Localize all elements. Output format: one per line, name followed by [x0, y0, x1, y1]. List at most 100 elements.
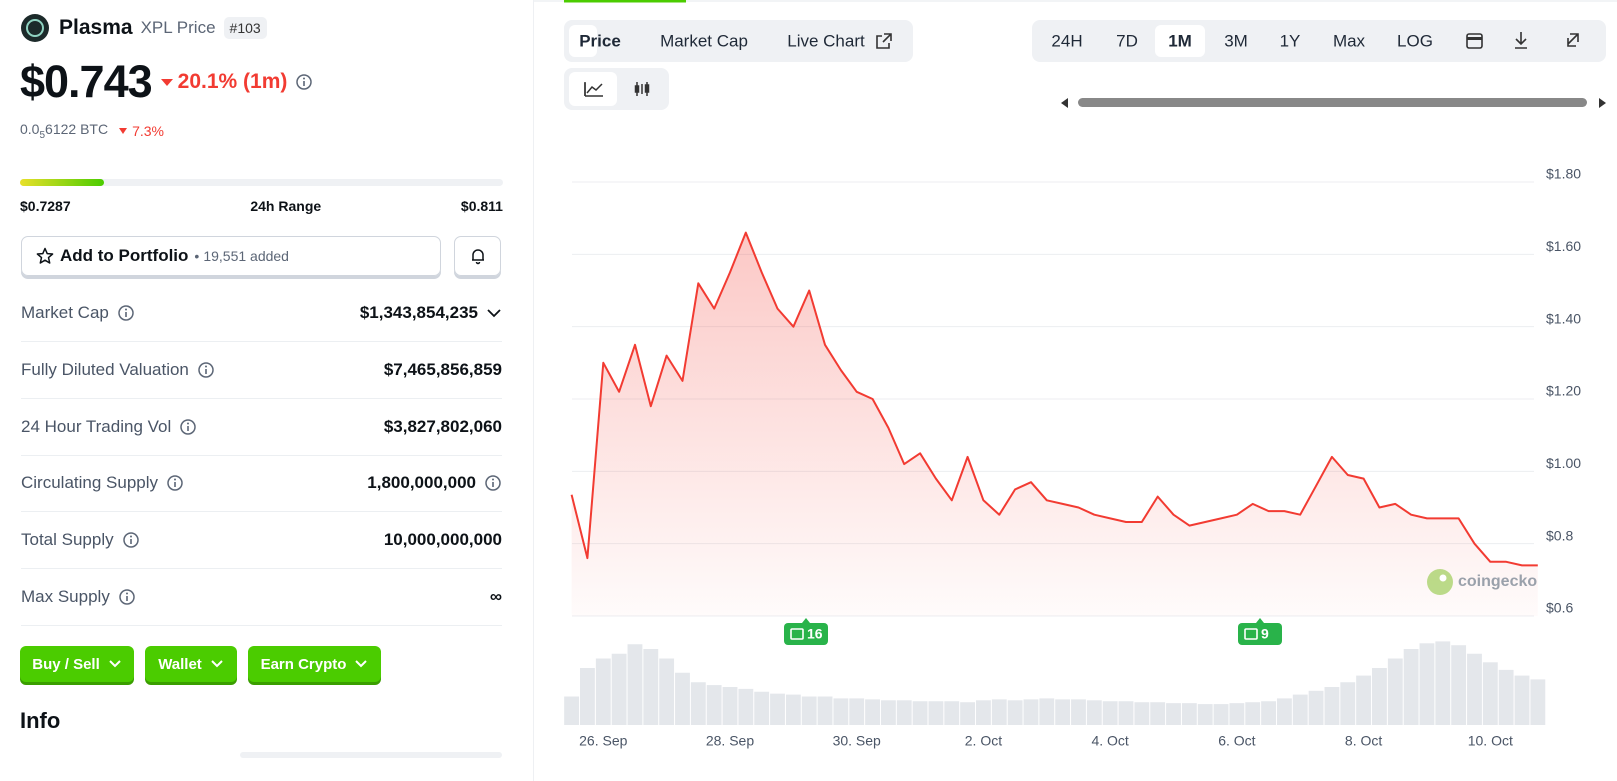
volume-bar [1356, 675, 1372, 725]
volume-bar [1118, 701, 1134, 725]
scrollbar-thumb[interactable] [1078, 98, 1587, 107]
range-button[interactable]: 1Y [1280, 31, 1301, 50]
y-tick-label: $0.6 [1546, 600, 1573, 616]
action-button[interactable]: Buy / Sell [20, 646, 134, 682]
volume-bar [1308, 690, 1324, 725]
btc-row: 0.056122 BTC 7.3% [20, 121, 164, 141]
stat-row: Circulating Supply 1,800,000,000 [21, 455, 502, 513]
range-button[interactable]: 24H [1051, 31, 1082, 50]
info-icon[interactable] [166, 474, 184, 492]
chart-tab[interactable]: Price [579, 31, 621, 50]
stat-value-text: $3,827,802,060 [383, 416, 502, 436]
stat-label-text: Market Cap [21, 303, 109, 322]
tab-group [564, 20, 913, 62]
volume-bar [1530, 679, 1546, 725]
expand-icon[interactable] [1567, 33, 1579, 47]
info-icon[interactable] [295, 73, 313, 91]
info-icon[interactable] [118, 588, 136, 606]
x-tick-label: 6. Oct [1218, 733, 1255, 749]
price-area [571, 232, 1538, 616]
range-button[interactable]: 3M [1224, 31, 1248, 50]
line-style-button[interactable] [569, 72, 617, 106]
dropdown-chevron[interactable] [486, 305, 502, 321]
calendar-icon[interactable] [1466, 33, 1483, 49]
volume-bar [991, 699, 1007, 725]
volume-bar [690, 682, 706, 725]
download-icon[interactable] [1515, 32, 1527, 49]
action-button[interactable]: Wallet [145, 646, 237, 682]
info-icon[interactable] [179, 418, 197, 436]
range-button[interactable]: LOG [1397, 31, 1433, 50]
volume-bar [595, 658, 611, 725]
volume-bar [1181, 703, 1197, 725]
volume-bar [1387, 658, 1403, 725]
volume-bar [896, 700, 912, 725]
volume-bar [1451, 645, 1467, 725]
info-icon[interactable] [117, 304, 135, 322]
volume-bar [1134, 702, 1150, 725]
coin-rank: #103 [223, 17, 267, 39]
range-button[interactable]: Max [1333, 31, 1366, 50]
volume-bar [1372, 668, 1387, 725]
range-button[interactable]: 7D [1116, 31, 1138, 50]
btc-price: 0.056122 BTC [20, 121, 108, 141]
add-portfolio-button[interactable]: Add to Portfolio • 19,551 added [21, 236, 441, 276]
y-tick-label: $1.20 [1546, 383, 1581, 399]
range-fill [20, 179, 104, 186]
x-tick-label: 8. Oct [1345, 733, 1382, 749]
stat-value: 1,800,000,000 [367, 473, 502, 493]
volume-bar [849, 698, 865, 725]
info-icon[interactable] [122, 531, 140, 549]
active-underline [564, 0, 686, 3]
action-button[interactable]: Earn Crypto [248, 646, 381, 682]
stat-value-text: $7,465,856,859 [383, 359, 502, 379]
external-link-icon [876, 33, 892, 49]
stat-value: ∞ [490, 587, 502, 607]
y-tick-label: $1.80 [1546, 166, 1581, 182]
range-labels: $0.7287 24h Range $0.811 [20, 198, 503, 214]
volume-bar [754, 691, 770, 725]
volume-bar [1261, 701, 1276, 725]
volume-bar [801, 696, 817, 725]
range-track [20, 179, 503, 186]
volume-bar [833, 698, 849, 725]
stat-label: Total Supply [21, 530, 140, 550]
volume-bar [1150, 702, 1166, 725]
news-icon [790, 628, 804, 640]
chart-tab[interactable]: Market Cap [660, 31, 748, 50]
active-range-bg [1155, 25, 1205, 57]
volume-bar [1245, 702, 1261, 725]
volume-bar [1166, 703, 1181, 725]
volume-bar [611, 653, 627, 725]
volume-bar [1197, 704, 1213, 725]
volume-bar [928, 701, 944, 725]
news-count: 9 [1261, 626, 1269, 642]
separator-dot: • [194, 248, 200, 264]
range-button[interactable]: 1M [1168, 31, 1192, 50]
info-icon[interactable] [484, 474, 502, 492]
chart-tab[interactable]: Live Chart [787, 31, 865, 50]
stat-value: $1,343,854,235 [360, 303, 502, 323]
y-tick-label: $1.00 [1546, 455, 1581, 471]
volume-bar [1276, 698, 1292, 725]
stat-value-text: 1,800,000,000 [367, 473, 476, 493]
volume-bar [643, 649, 659, 725]
volume-bar [675, 672, 690, 725]
portfolio-label: Add to Portfolio [60, 246, 189, 265]
volume-bar [770, 693, 785, 725]
coin-header: Plasma XPL Price #103 [59, 14, 267, 42]
alert-button[interactable] [454, 236, 501, 276]
y-tick-label: $1.60 [1546, 238, 1581, 254]
volume-bar [580, 668, 595, 725]
volume-bar [564, 696, 580, 725]
stat-row: Total Supply 10,000,000,000 [21, 512, 502, 570]
scroll-left[interactable] [1061, 98, 1068, 108]
candle-icon[interactable] [634, 82, 650, 96]
chevron [210, 657, 224, 671]
info-icon[interactable] [197, 361, 215, 379]
placeholder [240, 752, 502, 758]
stat-label-text: Total Supply [21, 530, 114, 550]
scroll-right[interactable] [1599, 98, 1606, 108]
volume-bar [1324, 687, 1340, 725]
volume-bar [627, 644, 643, 725]
